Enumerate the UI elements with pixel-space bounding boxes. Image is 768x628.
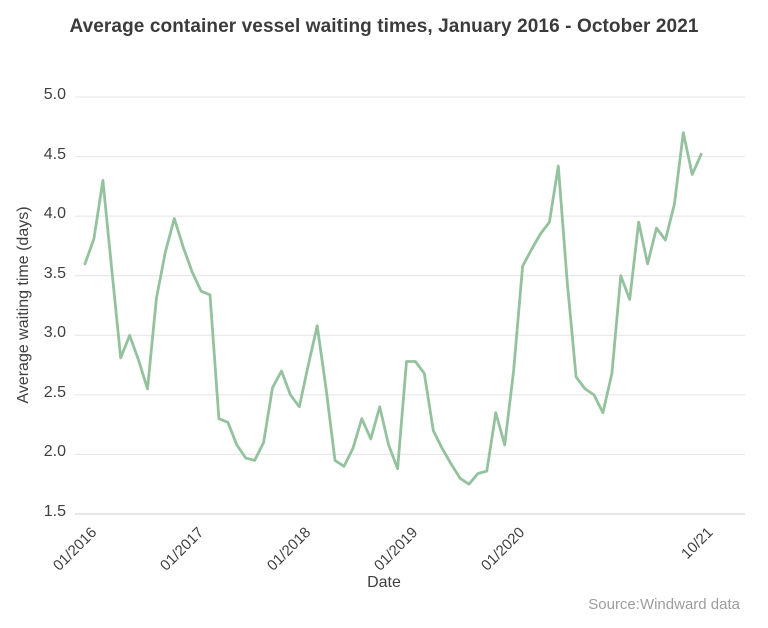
y-tick-label: 1.5 bbox=[43, 503, 66, 520]
waiting-time-line bbox=[83, 131, 703, 486]
y-tick-label: 4.5 bbox=[43, 145, 66, 163]
y-tick-label: 2.0 bbox=[43, 443, 66, 461]
y-axis-title: Average waiting time (days) bbox=[15, 206, 32, 404]
x-axis-title: Date bbox=[367, 574, 401, 591]
y-tick-label: 2.5 bbox=[43, 383, 66, 401]
y-tick-label: 4.0 bbox=[43, 205, 66, 223]
y-tick-label: 3.0 bbox=[43, 324, 66, 342]
chart-title: Average container vessel waiting times, … bbox=[69, 16, 699, 37]
y-tick-label: 3.5 bbox=[43, 264, 66, 282]
source-note: Source:Windward data bbox=[588, 596, 740, 613]
gridlines bbox=[75, 96, 745, 515]
y-tick-label: 5.0 bbox=[43, 86, 66, 103]
